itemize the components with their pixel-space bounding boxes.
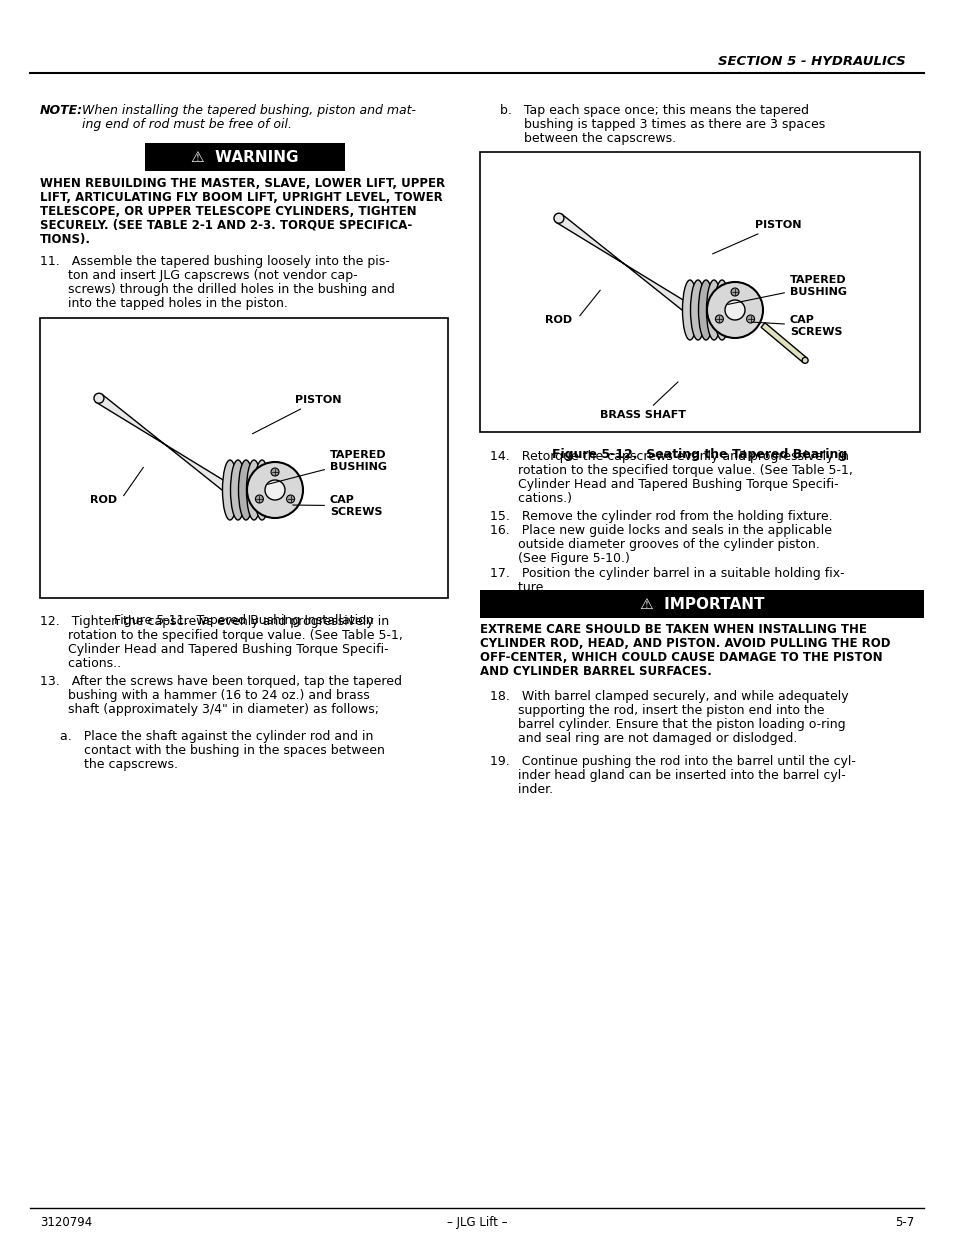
Circle shape <box>730 288 739 296</box>
Text: and seal ring are not damaged or dislodged.: and seal ring are not damaged or dislodg… <box>490 732 797 745</box>
Text: into the tapped holes in the piston.: into the tapped holes in the piston. <box>40 296 288 310</box>
Text: BRASS SHAFT: BRASS SHAFT <box>599 382 685 420</box>
Circle shape <box>271 468 278 475</box>
Polygon shape <box>556 214 692 314</box>
Text: rotation to the specified torque value. (See Table 5-1,: rotation to the specified torque value. … <box>40 629 402 642</box>
Text: a.   Place the shaft against the cylinder rod and in: a. Place the shaft against the cylinder … <box>60 730 373 743</box>
Text: OFF-CENTER, WHICH COULD CAUSE DAMAGE TO THE PISTON: OFF-CENTER, WHICH COULD CAUSE DAMAGE TO … <box>479 651 882 664</box>
Circle shape <box>247 462 303 517</box>
Ellipse shape <box>238 459 253 520</box>
Text: NOTE:: NOTE: <box>40 104 83 117</box>
Text: cations.): cations.) <box>490 492 572 505</box>
Bar <box>145 143 345 170</box>
Circle shape <box>715 315 722 324</box>
Ellipse shape <box>690 280 705 340</box>
Text: EXTREME CARE SHOULD BE TAKEN WHEN INSTALLING THE: EXTREME CARE SHOULD BE TAKEN WHEN INSTAL… <box>479 622 866 636</box>
Text: inder head gland can be inserted into the barrel cyl-: inder head gland can be inserted into th… <box>490 769 845 782</box>
Text: Figure 5-12.  Seating the Tapered Bearing: Figure 5-12. Seating the Tapered Bearing <box>552 448 846 461</box>
Bar <box>40 317 448 598</box>
Text: contact with the bushing in the spaces between: contact with the bushing in the spaces b… <box>60 743 384 757</box>
Text: between the capscrews.: between the capscrews. <box>499 132 676 144</box>
Circle shape <box>93 393 104 404</box>
Ellipse shape <box>681 280 697 340</box>
Circle shape <box>724 300 744 320</box>
Ellipse shape <box>246 459 261 520</box>
Circle shape <box>706 282 762 338</box>
Text: ⚠  WARNING: ⚠ WARNING <box>191 149 298 164</box>
Text: screws) through the drilled holes in the bushing and: screws) through the drilled holes in the… <box>40 283 395 296</box>
Text: PISTON: PISTON <box>712 220 801 254</box>
Text: TAPERED
BUSHING: TAPERED BUSHING <box>268 450 387 484</box>
Text: ing end of rod must be free of oil.: ing end of rod must be free of oil. <box>82 119 292 131</box>
Text: shaft (approximately 3/4" in diameter) as follows;: shaft (approximately 3/4" in diameter) a… <box>40 703 378 716</box>
Ellipse shape <box>231 459 245 520</box>
Text: 12.   Tighten the capscrews evenly and progressively in: 12. Tighten the capscrews evenly and pro… <box>40 615 389 629</box>
Text: CYLINDER ROD, HEAD, AND PISTON. AVOID PULLING THE ROD: CYLINDER ROD, HEAD, AND PISTON. AVOID PU… <box>479 637 889 650</box>
Text: 15.   Remove the cylinder rod from the holding fixture.: 15. Remove the cylinder rod from the hol… <box>490 510 832 522</box>
Text: cations..: cations.. <box>40 657 121 671</box>
Circle shape <box>255 495 263 503</box>
Circle shape <box>554 214 563 224</box>
Text: 3120794: 3120794 <box>40 1216 92 1229</box>
Text: barrel cylinder. Ensure that the piston loading o-ring: barrel cylinder. Ensure that the piston … <box>490 718 844 731</box>
Text: Figure 5-11.  Tapered Bushing Installation: Figure 5-11. Tapered Bushing Installatio… <box>114 614 374 627</box>
Text: inder.: inder. <box>490 783 553 797</box>
Text: 14.   Retorque the capscrews evenly and progressively in: 14. Retorque the capscrews evenly and pr… <box>490 450 848 463</box>
Text: CAP
SCREWS: CAP SCREWS <box>293 495 382 516</box>
Ellipse shape <box>706 280 720 340</box>
Text: ton and insert JLG capscrews (not vendor cap-: ton and insert JLG capscrews (not vendor… <box>40 269 357 282</box>
Text: 13.   After the screws have been torqued, tap the tapered: 13. After the screws have been torqued, … <box>40 676 401 688</box>
Ellipse shape <box>254 459 269 520</box>
Text: 19.   Continue pushing the rod into the barrel until the cyl-: 19. Continue pushing the rod into the ba… <box>490 755 855 768</box>
Circle shape <box>265 480 285 500</box>
Text: supporting the rod, insert the piston end into the: supporting the rod, insert the piston en… <box>490 704 823 718</box>
Text: CAP
SCREWS: CAP SCREWS <box>752 315 841 337</box>
Text: 18.   With barrel clamped securely, and while adequately: 18. With barrel clamped securely, and wh… <box>490 690 848 703</box>
Text: – JLG Lift –: – JLG Lift – <box>446 1216 507 1229</box>
Text: (See Figure 5-10.): (See Figure 5-10.) <box>490 552 629 564</box>
Text: bushing is tapped 3 times as there are 3 spaces: bushing is tapped 3 times as there are 3… <box>499 119 824 131</box>
Text: SECURELY. (SEE TABLE 2-1 AND 2-3. TORQUE SPECIFICA-: SECURELY. (SEE TABLE 2-1 AND 2-3. TORQUE… <box>40 219 412 232</box>
Bar <box>479 590 923 618</box>
Text: When installing the tapered bushing, piston and mat-: When installing the tapered bushing, pis… <box>82 104 416 117</box>
Text: bushing with a hammer (16 to 24 oz.) and brass: bushing with a hammer (16 to 24 oz.) and… <box>40 689 370 701</box>
Polygon shape <box>96 394 233 494</box>
Text: TIONS).: TIONS). <box>40 233 91 246</box>
Text: ⚠  IMPORTANT: ⚠ IMPORTANT <box>639 597 763 611</box>
Text: LIFT, ARTICULATING FLY BOOM LIFT, UPRIGHT LEVEL, TOWER: LIFT, ARTICULATING FLY BOOM LIFT, UPRIGH… <box>40 191 442 204</box>
Text: PISTON: PISTON <box>253 395 341 433</box>
Text: Cylinder Head and Tapered Bushing Torque Specifi-: Cylinder Head and Tapered Bushing Torque… <box>40 643 388 656</box>
Text: 5-7: 5-7 <box>894 1216 913 1229</box>
Text: WHEN REBUILDING THE MASTER, SLAVE, LOWER LIFT, UPPER: WHEN REBUILDING THE MASTER, SLAVE, LOWER… <box>40 177 445 190</box>
Ellipse shape <box>714 280 729 340</box>
Ellipse shape <box>698 280 713 340</box>
Text: 16.   Place new guide locks and seals in the applicable: 16. Place new guide locks and seals in t… <box>490 524 831 537</box>
Bar <box>479 152 919 432</box>
Text: b.   Tap each space once; this means the tapered: b. Tap each space once; this means the t… <box>499 104 808 117</box>
Text: TAPERED
BUSHING: TAPERED BUSHING <box>727 275 846 305</box>
Text: ture.: ture. <box>490 580 547 594</box>
Text: outside diameter grooves of the cylinder piston.: outside diameter grooves of the cylinder… <box>490 538 819 551</box>
Text: 17.   Position the cylinder barrel in a suitable holding fix-: 17. Position the cylinder barrel in a su… <box>490 567 843 580</box>
Circle shape <box>801 357 807 363</box>
Text: TELESCOPE, OR UPPER TELESCOPE CYLINDERS, TIGHTEN: TELESCOPE, OR UPPER TELESCOPE CYLINDERS,… <box>40 205 416 219</box>
Text: SECTION 5 - HYDRAULICS: SECTION 5 - HYDRAULICS <box>718 56 905 68</box>
Text: the capscrews.: the capscrews. <box>60 758 178 771</box>
Circle shape <box>746 315 754 324</box>
Ellipse shape <box>222 459 237 520</box>
Polygon shape <box>760 322 806 363</box>
Text: ROD: ROD <box>544 315 572 325</box>
Text: rotation to the specified torque value. (See Table 5-1,: rotation to the specified torque value. … <box>490 464 852 477</box>
Text: ROD: ROD <box>90 495 117 505</box>
Text: 11.   Assemble the tapered bushing loosely into the pis-: 11. Assemble the tapered bushing loosely… <box>40 254 390 268</box>
Text: AND CYLINDER BARREL SURFACES.: AND CYLINDER BARREL SURFACES. <box>479 664 711 678</box>
Text: Cylinder Head and Tapered Bushing Torque Specifi-: Cylinder Head and Tapered Bushing Torque… <box>490 478 838 492</box>
Circle shape <box>286 495 294 503</box>
